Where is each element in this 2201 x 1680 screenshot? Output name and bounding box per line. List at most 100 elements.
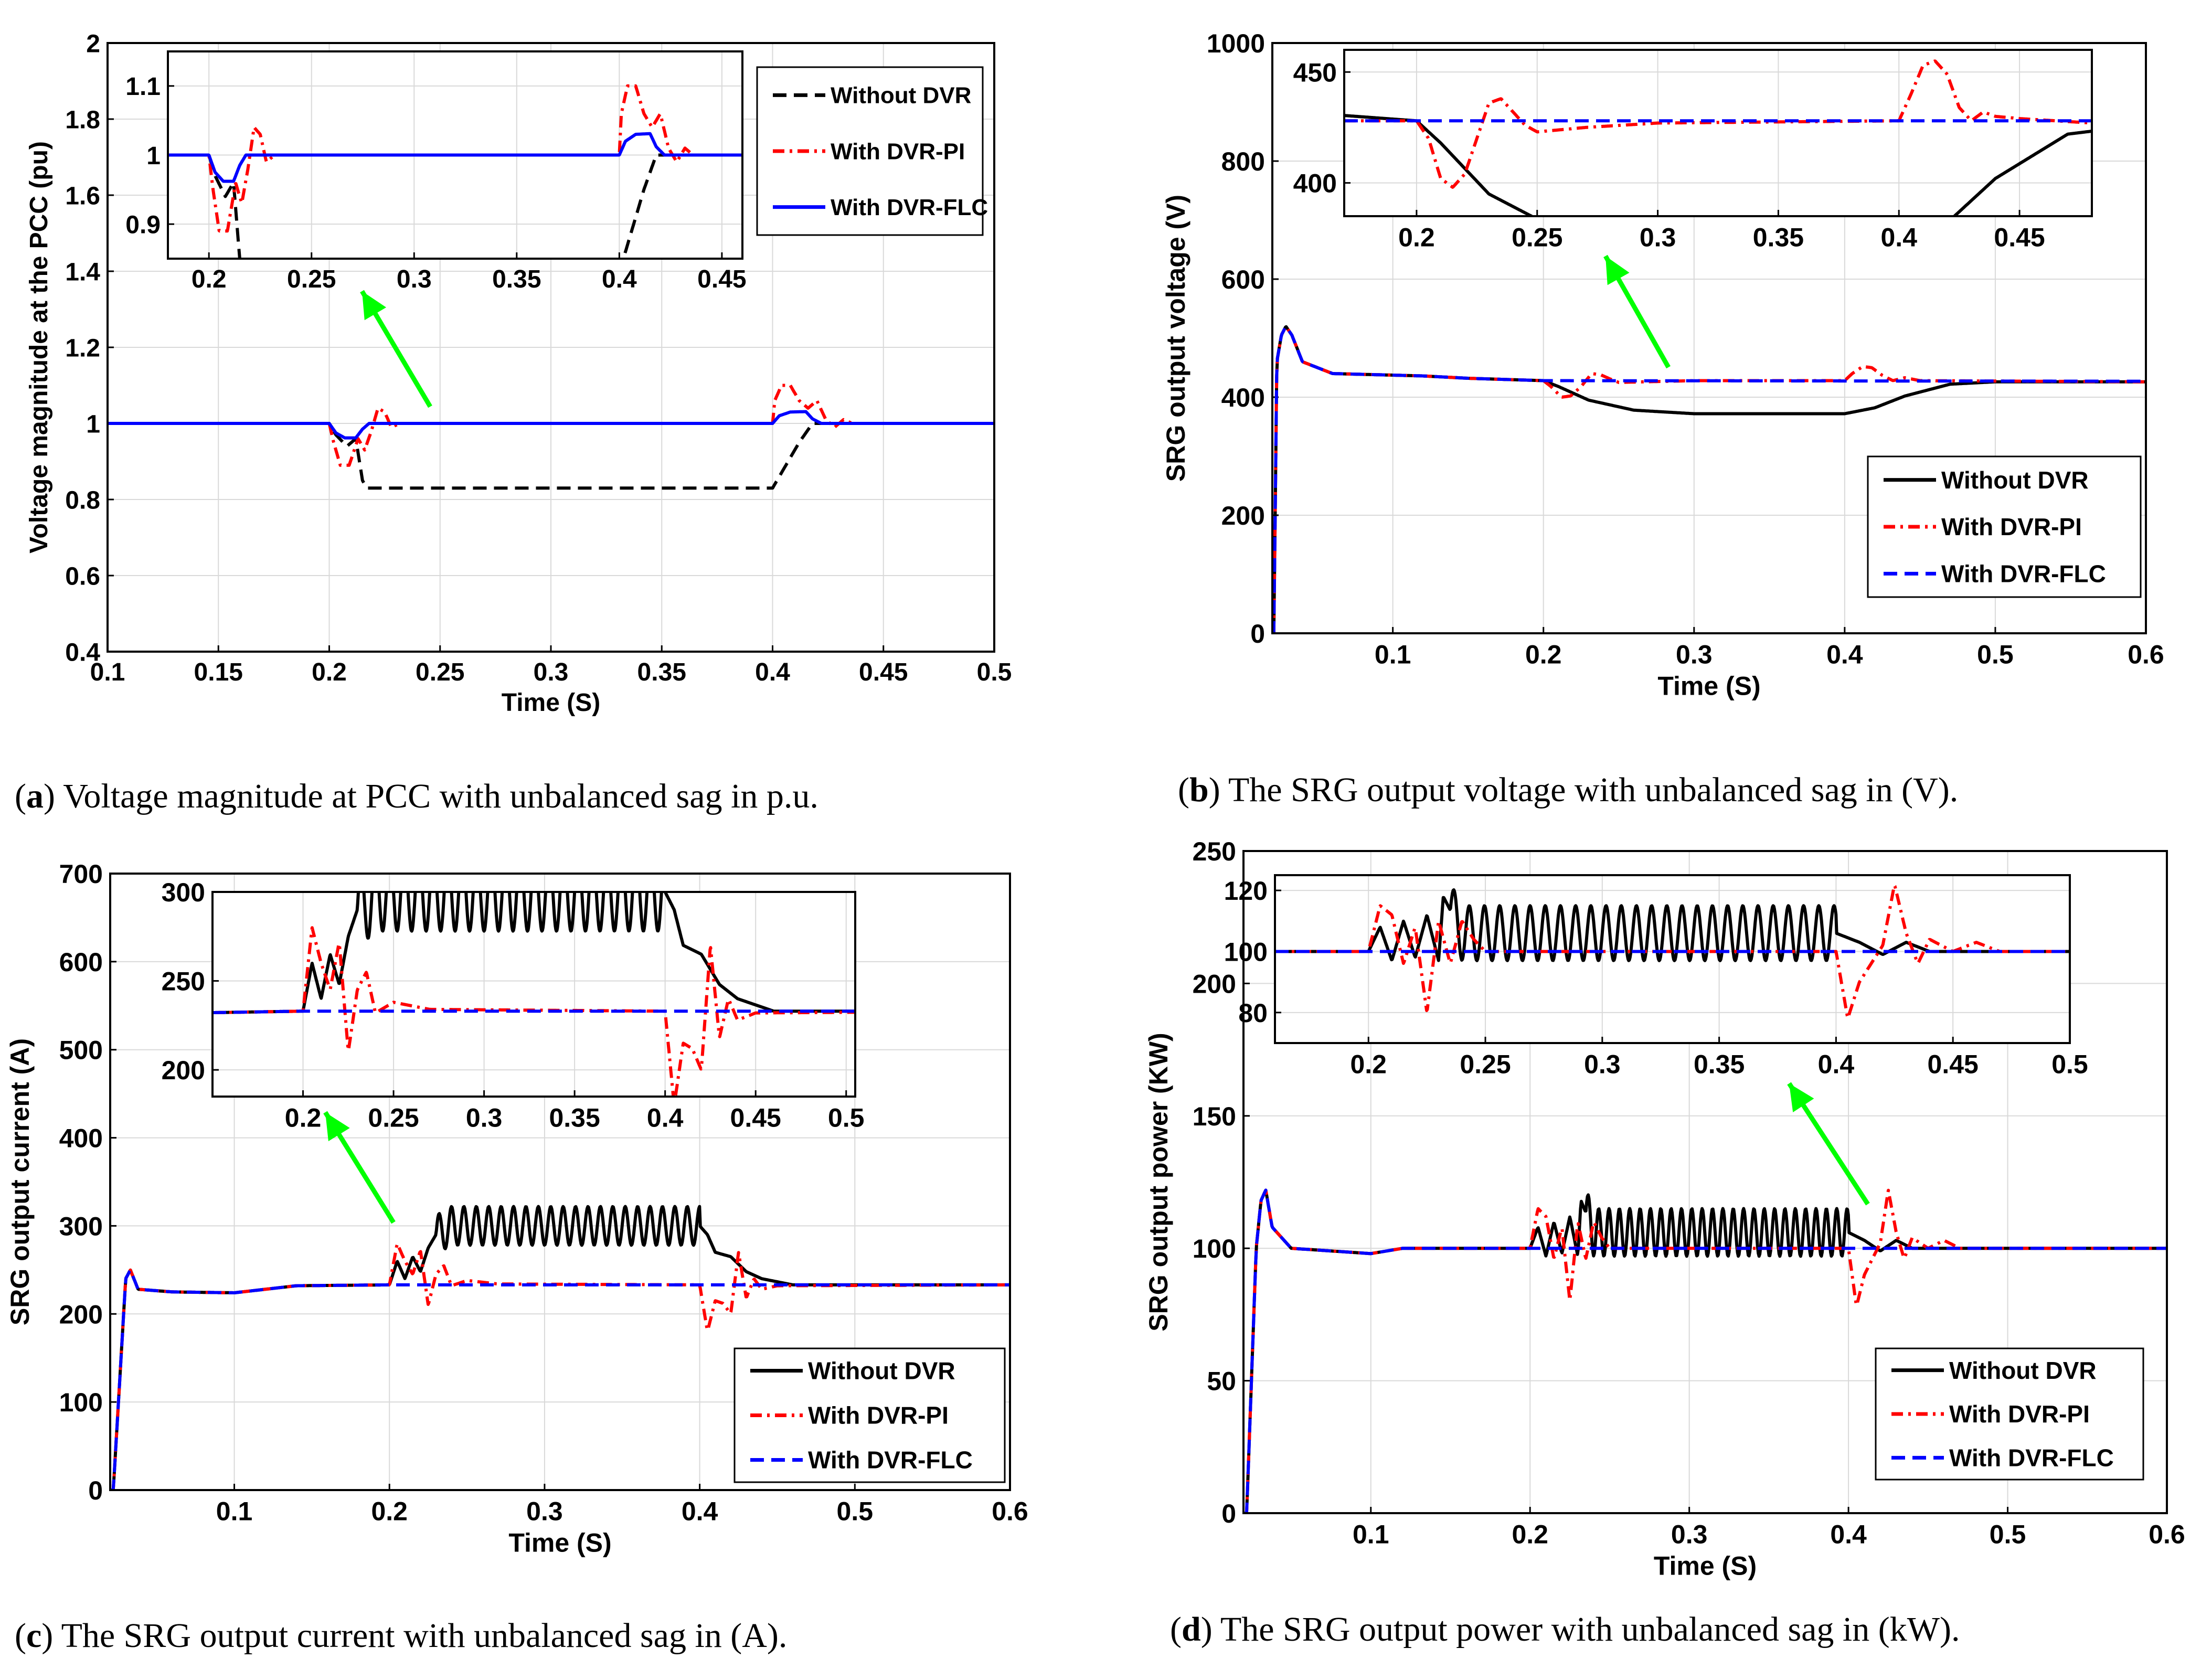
- chart-d-inset-ytick-label: 100: [1224, 937, 1268, 966]
- chart-d-inset-series-with-dvr-pi: [1275, 884, 2070, 1020]
- chart-c-legend-label: Without DVR: [808, 1357, 955, 1385]
- chart-d-inset-xtick-label: 0.2: [1350, 1050, 1387, 1079]
- chart-c-inset-xtick-label: 0.5: [828, 1103, 865, 1133]
- chart-a-inset-series-with-dvr-flc: [168, 132, 742, 183]
- chart-c-inset-ytick-label: 300: [162, 878, 205, 907]
- chart-b-inset: 0.2 0.25 0.3 0.35 0.4 0.45 400 450: [1293, 49, 2093, 252]
- chart-a-xtick-label: 0.15: [194, 658, 243, 686]
- chart-c-ytick-label: 200: [59, 1300, 103, 1329]
- caption-c: (c) The SRG output current with unbalanc…: [15, 1617, 788, 1655]
- chart-a: 0.1 0.15 0.2 0.25 0.3 0.35 0.4 0.45 0.5 0.4 0.6 0.8…: [25, 30, 1012, 717]
- chart-c-inset-ytick-label: 250: [162, 967, 205, 996]
- chart-b: 0.1 0.2 0.3 0.4 0.5 0.6 0 200 400 600 800 1000 Time …: [1161, 29, 2164, 701]
- chart-a-inset-xtick-label: 0.3: [397, 265, 432, 293]
- chart-b-inset-xtick-label: 0.35: [1753, 223, 1804, 252]
- chart-d-xtick-label: 0.6: [2149, 1520, 2185, 1549]
- chart-c-ylabel: SRG output current (A): [5, 1038, 35, 1325]
- chart-a-ylabel: Voltage magnitude at the PCC (pu): [25, 141, 53, 554]
- chart-c-inset-xtick-label: 0.25: [368, 1103, 419, 1133]
- chart-d-inset-xtick-label: 0.45: [1928, 1050, 1979, 1079]
- chart-a-xtick-label: 0.5: [977, 658, 1012, 686]
- chart-a-inset-xtick-label: 0.4: [602, 265, 637, 293]
- chart-a-legend-label: Without DVR: [831, 83, 971, 109]
- chart-a-ytick-label: 1: [86, 410, 100, 438]
- chart-b-inset-xtick-label: 0.25: [1512, 223, 1562, 252]
- chart-b-inset-plot-bg: [1344, 50, 2092, 216]
- chart-a-inset-xtick-label: 0.25: [287, 265, 336, 293]
- chart-d-legend-label: With DVR-FLC: [1949, 1444, 2114, 1471]
- chart-c-xtick-label: 0.1: [216, 1497, 253, 1526]
- chart-c-inset-ytick-label: 200: [162, 1056, 205, 1085]
- chart-c-inset-plot-bg: [212, 892, 855, 1097]
- chart-d-xtick-label: 0.3: [1671, 1520, 1708, 1549]
- chart-d-ytick-label: 150: [1193, 1102, 1236, 1131]
- chart-c-xtick-label: 0.3: [526, 1497, 563, 1526]
- chart-c-xtick-label: 0.4: [682, 1497, 718, 1526]
- chart-a-ytick-label: 1.8: [65, 106, 100, 134]
- chart-d-inset-ytick-label: 80: [1238, 998, 1268, 1028]
- chart-b-legend-label: Without DVR: [1941, 466, 2089, 494]
- chart-a-ytick-label: 1.2: [65, 334, 100, 362]
- chart-b-inset-ytick-label: 400: [1293, 169, 1337, 198]
- chart-c-inset-series-without-dvr: [212, 892, 855, 1014]
- chart-b-inset-series-with-dvr-pi: [1344, 59, 2092, 189]
- chart-a-arrow-head: [362, 291, 387, 321]
- chart-b-xtick-label: 0.5: [1977, 640, 2014, 669]
- chart-a-xtick-label: 0.4: [755, 658, 790, 686]
- chart-a-ytick-label: 1.4: [65, 258, 100, 286]
- chart-c-main-series-with-dvr-flc: [110, 1268, 1010, 1490]
- chart-b-frame: [1271, 42, 2147, 634]
- chart-c-main-series-with-dvr-pi: [110, 1242, 1010, 1490]
- chart-c-inset-frame: [211, 891, 856, 1098]
- chart-d-xlabel: Time (S): [1654, 1551, 1757, 1581]
- chart-d-ytick-label: 0: [1221, 1499, 1236, 1528]
- chart-d-inset-ytick-label: 120: [1224, 876, 1268, 906]
- chart-b-inset-xtick-label: 0.3: [1640, 223, 1676, 252]
- chart-b-inset-xtick-label: 0.2: [1398, 223, 1435, 252]
- chart-a-xtick-label: 0.45: [859, 658, 908, 686]
- chart-b-inset-xtick-label: 0.45: [1994, 223, 2045, 252]
- chart-d-ylabel: SRG output power (KW): [1144, 1033, 1173, 1331]
- chart-c-inset-xtick-label: 0.4: [647, 1103, 684, 1133]
- chart-d-arrow-head: [1789, 1083, 1814, 1112]
- chart-d-inset-xtick-label: 0.35: [1694, 1050, 1745, 1079]
- chart-d-xtick-label: 0.1: [1353, 1520, 1389, 1549]
- chart-a-ytick-label: 2: [86, 30, 100, 58]
- chart-c-ytick-label: 100: [59, 1388, 103, 1417]
- chart-d-xtick-label: 0.5: [1990, 1520, 2026, 1549]
- chart-b-xtick-label: 0.2: [1525, 640, 1562, 669]
- chart-b-inset-ytick-label: 450: [1293, 58, 1337, 87]
- caption-a: (a) Voltage magnitude at PCC with unbala…: [15, 777, 818, 815]
- chart-c-ytick-label: 500: [59, 1036, 103, 1065]
- chart-c-ytick-label: 300: [59, 1211, 103, 1241]
- chart-a-ytick-label: 0.8: [65, 486, 100, 514]
- chart-b-legend-label: With DVR-PI: [1941, 513, 2082, 540]
- chart-c-inset-xtick-label: 0.3: [466, 1103, 503, 1133]
- chart-d-inset-frame: [1274, 874, 2071, 1044]
- chart-b-xtick-label: 0.3: [1676, 640, 1713, 669]
- chart-c-inset-xtick-label: 0.35: [549, 1103, 600, 1133]
- chart-d-inset-xtick-label: 0.25: [1460, 1050, 1511, 1079]
- chart-d-frame: [1242, 850, 2168, 1514]
- chart-c-ytick-label: 0: [88, 1476, 103, 1505]
- chart-d-inset-xtick-label: 0.4: [1818, 1050, 1855, 1079]
- chart-a-inset-xtick-label: 0.2: [192, 265, 227, 293]
- chart-c-inset-xtick-label: 0.45: [730, 1103, 781, 1133]
- caption-d: (d) The SRG output power with unbalanced…: [1170, 1610, 1960, 1649]
- chart-d-inset-xtick-label: 0.5: [2051, 1050, 2088, 1079]
- chart-a-main-series-with-dvr-flc: [108, 410, 994, 440]
- chart-c-ytick-label: 600: [59, 948, 103, 977]
- chart-d-ytick-label: 200: [1193, 969, 1236, 998]
- chart-b-inset-frame: [1343, 49, 2093, 217]
- chart-a-ytick-label: 1.6: [65, 182, 100, 210]
- chart-a-xtick-label: 0.1: [90, 658, 125, 686]
- chart-a-inset-ytick-label: 0.9: [125, 211, 161, 239]
- chart-b-main-series-with-dvr-flc: [1272, 325, 2146, 633]
- chart-a-inset-frame: [167, 50, 743, 260]
- chart-a-inset-xtick-label: 0.45: [697, 265, 746, 293]
- chart-a-frame: [107, 42, 995, 653]
- chart-a-legend-label: With DVR-FLC: [831, 195, 988, 220]
- chart-d-ytick-label: 100: [1193, 1234, 1236, 1263]
- chart-b-xtick-label: 0.4: [1826, 640, 1863, 669]
- chart-b-xtick-label: 0.1: [1375, 640, 1411, 669]
